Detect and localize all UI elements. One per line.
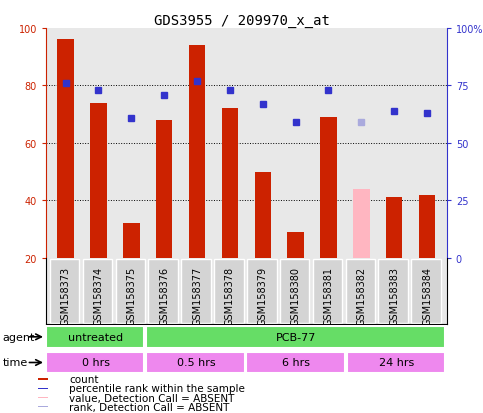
Text: 0 hrs: 0 hrs	[82, 358, 110, 368]
Text: rank, Detection Call = ABSENT: rank, Detection Call = ABSENT	[69, 402, 229, 412]
Bar	[123, 224, 140, 258]
Text: GSM158376: GSM158376	[159, 266, 169, 325]
Bar	[148, 259, 178, 323]
Bar	[320, 118, 337, 258]
Bar	[353, 189, 369, 258]
Bar	[412, 259, 441, 323]
Bar	[115, 259, 145, 323]
Text: 6 hrs: 6 hrs	[283, 358, 311, 368]
Bar	[189, 46, 205, 258]
Text: 24 hrs: 24 hrs	[379, 358, 414, 368]
Text: value, Detection Call = ABSENT: value, Detection Call = ABSENT	[69, 393, 234, 403]
Text: agent: agent	[2, 332, 35, 342]
Text: GSM158380: GSM158380	[291, 266, 300, 325]
Text: GSM158377: GSM158377	[192, 266, 202, 325]
Text: GSM158375: GSM158375	[127, 266, 136, 325]
Text: GSM158383: GSM158383	[389, 266, 399, 325]
Bar	[255, 172, 271, 258]
Bar	[57, 40, 74, 258]
Bar	[146, 326, 445, 348]
Bar	[246, 352, 345, 373]
Text: GSM158374: GSM158374	[94, 266, 103, 325]
Bar	[38, 406, 48, 408]
Bar	[46, 352, 144, 373]
Text: GSM158381: GSM158381	[324, 266, 333, 325]
Bar	[38, 379, 48, 380]
Text: percentile rank within the sample: percentile rank within the sample	[69, 384, 245, 394]
Bar	[313, 259, 342, 323]
Bar	[347, 352, 445, 373]
Text: 0.5 hrs: 0.5 hrs	[177, 358, 215, 368]
Bar	[83, 259, 112, 323]
Text: count: count	[69, 375, 99, 385]
Text: time: time	[2, 358, 28, 368]
Text: GSM158382: GSM158382	[356, 266, 366, 325]
Text: GSM158378: GSM158378	[225, 266, 235, 325]
Bar	[214, 259, 244, 323]
Bar	[345, 259, 375, 323]
Text: PCB-77: PCB-77	[276, 332, 317, 342]
Text: GSM158373: GSM158373	[60, 266, 71, 325]
Bar	[46, 326, 144, 348]
Bar	[146, 352, 245, 373]
Text: GSM158379: GSM158379	[258, 266, 268, 325]
Bar	[38, 397, 48, 399]
Bar	[50, 259, 79, 323]
Bar	[222, 109, 238, 258]
Bar	[156, 121, 172, 258]
Bar	[247, 259, 277, 323]
Bar	[419, 195, 435, 258]
Bar	[287, 233, 304, 258]
Bar	[386, 198, 402, 258]
Text: untreated: untreated	[69, 332, 124, 342]
Bar	[280, 259, 310, 323]
Bar	[90, 103, 107, 258]
Text: GDS3955 / 209970_x_at: GDS3955 / 209970_x_at	[154, 14, 329, 28]
Bar	[378, 259, 408, 323]
Text: GSM158384: GSM158384	[422, 266, 432, 325]
Bar	[181, 259, 211, 323]
Bar	[38, 388, 48, 389]
